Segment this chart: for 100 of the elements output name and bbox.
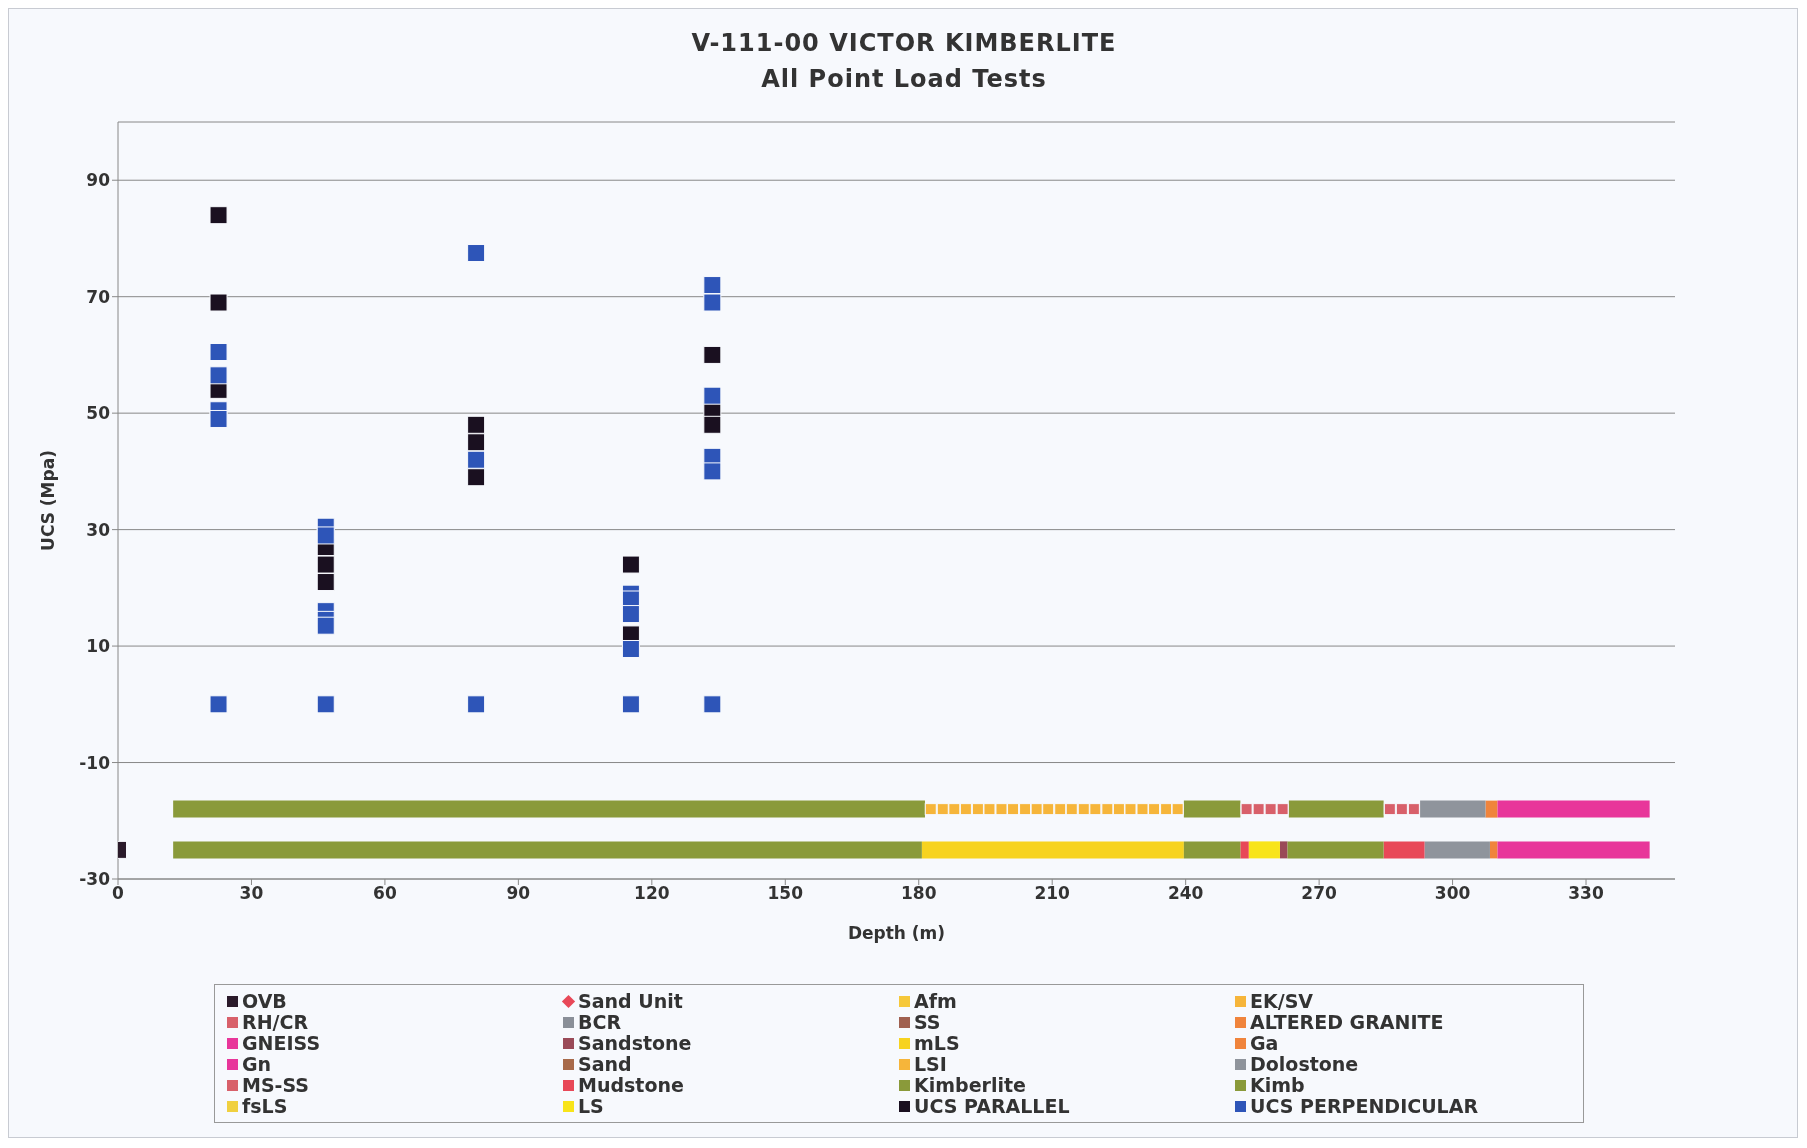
point (316, 616, 335, 635)
x-tick-label: 90 (506, 883, 531, 904)
point (1252, 803, 1265, 816)
point (209, 293, 228, 312)
legend-label: Ga (1250, 1032, 1279, 1054)
legend-label: Sand (578, 1053, 632, 1075)
point (621, 639, 640, 658)
point (467, 450, 486, 469)
x-tick-label: 240 (1167, 883, 1204, 904)
legend-label: BCR (578, 1011, 622, 1033)
legend-label: Kimberlite (914, 1074, 1026, 1096)
point (1089, 803, 1102, 816)
legend-label: RH/CR (242, 1011, 309, 1033)
legend-label: SS (914, 1011, 941, 1033)
x-tick-label: 120 (634, 883, 670, 904)
x-tick-label: 300 (1434, 883, 1471, 904)
y-tick-label: 50 (86, 403, 111, 424)
point (316, 573, 335, 592)
point (467, 415, 486, 434)
point (316, 526, 335, 545)
x-tick-label: 30 (239, 883, 264, 904)
legend-label: fsLS (242, 1095, 288, 1117)
point (1171, 803, 1184, 816)
point (703, 415, 722, 434)
x-tick-label: 60 (373, 883, 397, 904)
point (1276, 803, 1289, 816)
point (621, 695, 640, 714)
legend-label: Afm (914, 990, 957, 1012)
point (467, 433, 486, 452)
point (467, 695, 486, 714)
point (209, 343, 228, 362)
point (467, 244, 486, 263)
y-axis-title: UCS (Mpa) (38, 450, 59, 551)
y-tick-label: 70 (86, 286, 111, 307)
point (1407, 803, 1420, 816)
point (703, 345, 722, 364)
x-axis-title: Depth (m) (847, 923, 946, 943)
point (621, 555, 640, 574)
x-tick-label: 270 (1301, 883, 1338, 904)
point (1136, 803, 1149, 816)
chart-title: V-111-00 VICTOR KIMBERLITE (690, 29, 1118, 57)
legend-label: UCS PERPENDICULAR (1250, 1095, 1479, 1117)
y-tick-label: -30 (79, 869, 111, 890)
point (209, 206, 228, 225)
y-tick-label: -10 (79, 752, 111, 773)
point (621, 605, 640, 624)
point (1030, 803, 1043, 816)
point (1112, 803, 1125, 816)
chart-subtitle: All Point Load Tests (760, 65, 1048, 93)
legend-label: Mudstone (578, 1074, 684, 1096)
x-tick-label: 0 (112, 883, 125, 904)
point (1007, 803, 1020, 816)
point (1160, 803, 1173, 816)
point (703, 276, 722, 295)
x-tick-label: 210 (1034, 883, 1071, 904)
legend-label: LSI (914, 1053, 947, 1075)
point (1065, 803, 1078, 816)
legend-label: MS-SS (242, 1074, 309, 1096)
legend-label: mLS (914, 1032, 960, 1054)
point (971, 803, 984, 816)
y-tick-label: 30 (86, 519, 111, 540)
point (1264, 803, 1277, 816)
point (924, 803, 937, 816)
legend-label: UCS PARALLEL (914, 1095, 1070, 1117)
point (1077, 803, 1090, 816)
y-tick-label: 90 (86, 170, 111, 191)
point (209, 695, 228, 714)
point (209, 366, 228, 385)
x-tick-label: 180 (900, 883, 937, 904)
legend-label: Gn (242, 1053, 272, 1075)
legend-label: OVB (242, 990, 287, 1012)
legend-label: GNEISS (242, 1032, 321, 1054)
x-tick-label: 150 (767, 883, 804, 904)
point (1124, 803, 1137, 816)
point (316, 555, 335, 574)
legend-label: EK/SV (1250, 990, 1314, 1012)
legend-label: Sand Unit (578, 990, 683, 1012)
legend-label: LS (578, 1095, 604, 1117)
legend-label: Kimb (1250, 1074, 1305, 1096)
legend-label: ALTERED GRANITE (1250, 1011, 1444, 1033)
point (209, 409, 228, 428)
point (1042, 803, 1055, 816)
y-tick-label: 10 (86, 636, 111, 657)
point (316, 695, 335, 714)
point (1054, 803, 1067, 816)
point (959, 803, 972, 816)
point (1101, 803, 1114, 816)
point (703, 293, 722, 312)
point (995, 803, 1008, 816)
point (983, 803, 996, 816)
point (703, 386, 722, 405)
point (1383, 803, 1396, 816)
point (936, 803, 949, 816)
legend-label: Sandstone (578, 1032, 692, 1054)
point (1395, 803, 1408, 816)
legend-label: Dolostone (1250, 1053, 1359, 1075)
point (467, 468, 486, 487)
point (1148, 803, 1161, 816)
point (1240, 803, 1253, 816)
x-tick-label: 330 (1568, 883, 1604, 904)
